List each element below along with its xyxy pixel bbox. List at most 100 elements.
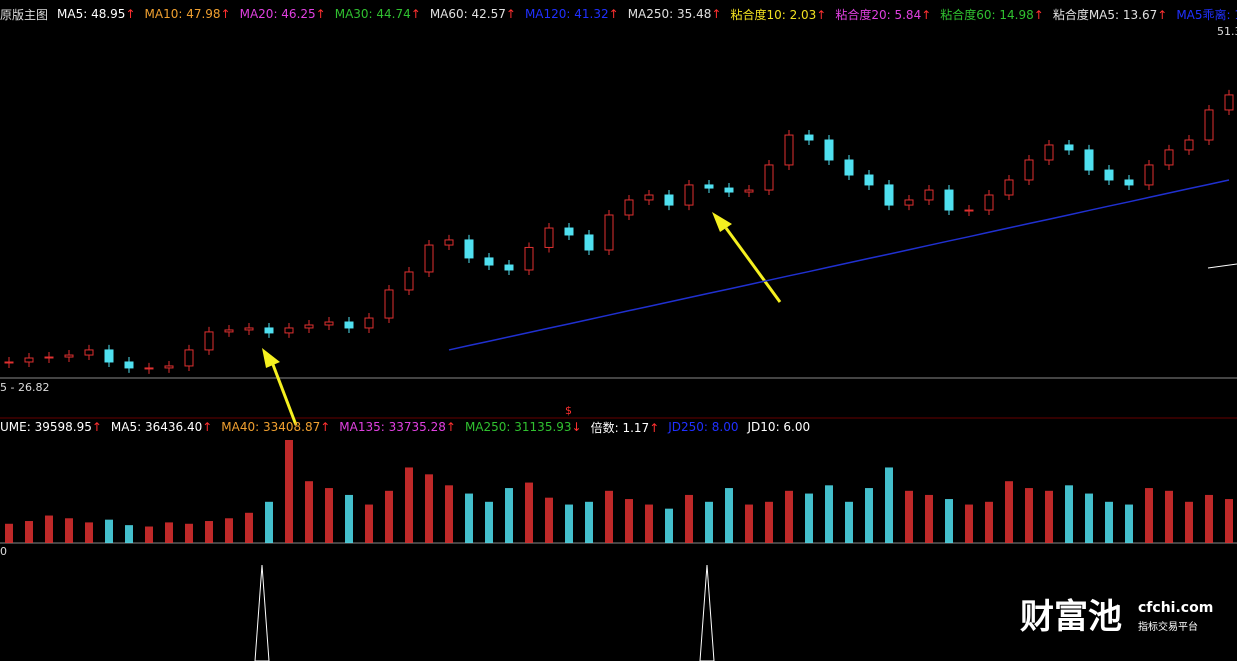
indicator: 粘合度60: 14.98↑ [940,6,1044,23]
volume-bar [1205,494,1213,543]
candle-body [784,134,794,166]
volume-bar [425,474,433,543]
indicator-label: 倍数: 1.17 [590,420,650,435]
volume-bar [925,494,933,543]
volume-bar [185,523,193,543]
volume-bar [125,525,133,543]
indicator: 粘合度20: 5.84↑ [835,6,931,23]
indicator-arrow: ↑ [505,7,516,21]
volume-bar [325,488,333,543]
indicator: MA250: 31135.93↓ [465,420,582,434]
candle-body [704,184,714,189]
candle-body [304,324,314,329]
volume-bar [385,490,393,543]
candle-body [884,184,894,206]
volume-bar [905,490,913,543]
indicator-arrow: ↓ [571,420,582,434]
indicator: MA10: 47.98↑ [145,7,231,21]
candle-body [364,317,374,329]
candle-body [904,199,914,206]
indicator: UME: 39598.95↑ [0,420,102,434]
candle-body [1164,149,1174,166]
candle-body [1124,179,1134,186]
volume-bar [725,488,733,543]
volume-bar [965,504,973,543]
volume-bar [945,499,953,543]
volume-bar [1045,490,1053,543]
watermark-brand: 财富池 [1020,597,1122,637]
volume-bar [765,501,773,543]
candle-body [64,354,74,358]
volume-bar [465,493,473,543]
candle-body [104,349,114,363]
candle-body [824,139,834,161]
candle-body [1044,144,1054,161]
volume-bar [1105,501,1113,543]
candle-body [444,239,454,246]
indicator-label: MA60: 42.57 [429,7,506,21]
indicator-label: JD250: 8.00 [668,420,739,434]
indicator: 粘合度10: 2.03↑ [730,6,826,23]
volume-bar [165,522,173,543]
volume-bar [245,512,253,543]
volume-bar [745,504,753,543]
candle-body [844,159,854,176]
indicator-label: MA135: 33735.28 [339,420,446,434]
candle-body [144,367,154,370]
indicator: MA135: 33735.28↑ [339,420,456,434]
title[interactable]: 原版主图 [0,7,49,22]
indicator-arrow: ↑ [220,7,231,21]
indicator-label: MA120: 41.32 [524,7,609,21]
indicator: 倍数: 1.17↑ [591,419,660,436]
volume-bar: UME: 39598.95↑ MA5: 36436.40↑ MA40: 33408.… [0,418,810,436]
indicator-label: JD10: 6.00 [747,420,811,434]
ma250-line [448,179,1230,351]
indicator-arrow: ↑ [315,7,326,21]
volume-bar [485,501,493,543]
indicator-label: MA5: 36436.40 [110,420,203,434]
volume-bar [145,526,153,543]
indicator-arrow: ↑ [410,7,421,21]
candle-body [744,189,754,193]
candle-body [604,214,614,251]
indicator: MA5乖离: 1.33↓ [1176,6,1237,23]
candle-body [924,189,934,201]
volume-bar [1085,493,1093,543]
candle-body [1144,164,1154,186]
volume-bar [985,501,993,543]
candle-body [804,134,814,141]
candle-body [524,246,534,271]
candle-body [164,365,174,369]
indicator: JD10: 6.00 [748,420,811,434]
candle-body [624,199,634,216]
candle-body [484,257,494,266]
volume-bar [1005,481,1013,543]
indicator-arrow: ↑ [202,420,213,434]
volume-bar [665,508,673,543]
indicator: 粘合度MA5: 13.67↑ [1053,6,1167,23]
indicator-label: UME: 39598.95 [0,420,92,434]
volume-bar [1225,499,1233,543]
candle-body [964,209,974,212]
volume-bar [525,482,533,543]
volume-bar [45,515,53,543]
line-stub [1207,263,1237,269]
volume-bar [65,518,73,543]
candle-body [1084,149,1094,171]
candle-body [984,194,994,211]
candle-body [264,327,274,334]
candle-body [24,357,34,363]
candle-body [724,187,734,193]
indicator-label: MA30: 44.74 [334,7,411,21]
indicator-arrow: ↑ [1157,7,1168,22]
indicator: MA40: 33408.87↑ [221,420,330,434]
candle-body [224,329,234,333]
price-label: 51.3 [1217,25,1237,38]
indicator-arrow: ↑ [649,420,660,435]
candle-body [1104,169,1114,181]
candle-body [84,349,94,356]
volume-bar [565,504,573,543]
candle-body [344,321,354,329]
